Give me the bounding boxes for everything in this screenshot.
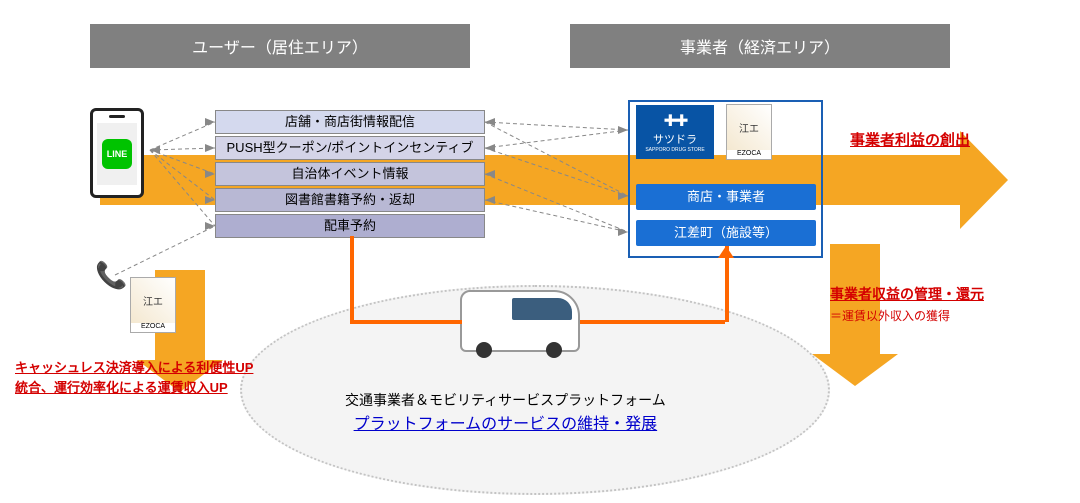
menu-municipal-event: 自治体イベント情報 — [215, 162, 485, 186]
menu-push-coupon: PUSH型クーポン/ポイントインセンティブ — [215, 136, 485, 160]
orange-connector-1 — [350, 236, 354, 320]
btn-esashi-town: 江差町（施設等） — [636, 220, 816, 246]
smartphone-icon: LINE — [90, 108, 144, 198]
menu-vehicle-reserve: 配車予約 — [215, 214, 485, 238]
menu-library: 図書館書籍予約・返却 — [215, 188, 485, 212]
ezoca-card-biz: 江エ EZOCA — [726, 104, 772, 160]
btn-merchants: 商店・事業者 — [636, 184, 816, 210]
platform-label: 交通事業者＆モビリティサービスプラットフォーム プラットフォームのサービスの維持… — [345, 390, 666, 434]
bus-icon — [460, 290, 580, 352]
ezoca-card-user: 江エ EZOCA — [130, 277, 176, 333]
orange-arrowhead — [718, 246, 734, 258]
telephone-icon: 📞 — [95, 260, 127, 291]
header-business-area: 事業者（経済エリア） — [570, 24, 950, 68]
orange-connector-2 — [350, 320, 462, 324]
header-user-area: ユーザー（居住エリア） — [90, 24, 470, 68]
satsudora-logo: ✚✚ サツドラ SAPPORO DRUG STORE — [636, 105, 714, 159]
red-text-profit: 事業者利益の創出 — [850, 130, 970, 153]
red-text-revenue: 事業者収益の管理・還元 ＝運賃以外収入の獲得 — [830, 284, 984, 326]
line-app-icon: LINE — [102, 139, 132, 169]
red-text-cashless: キャッシュレス決済導入による利便性UP 統合、運行効率化による運賃収入UP — [15, 358, 253, 397]
orange-connector-3 — [580, 320, 725, 324]
menu-store-info: 店舗・商店街情報配信 — [215, 110, 485, 134]
